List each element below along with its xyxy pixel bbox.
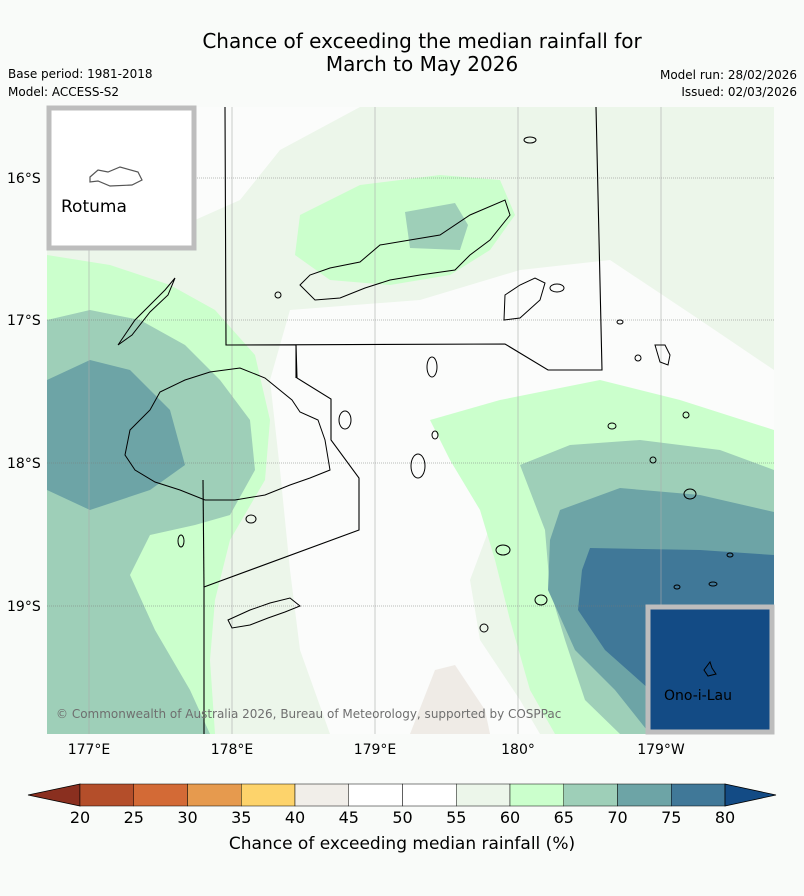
probability-band-north	[195, 107, 774, 240]
small-island	[634, 354, 642, 362]
colorbar-tick-label: 40	[284, 808, 306, 827]
small-island	[431, 430, 439, 440]
colorbar-tick-label: 55	[446, 808, 467, 827]
colorbar-tick-label: 50	[392, 808, 413, 827]
copyright-notice: © Commonwealth of Australia 2026, Bureau…	[56, 707, 562, 721]
kabara-island	[479, 623, 489, 633]
koro-island	[426, 356, 438, 378]
small-island	[616, 319, 624, 325]
coastlines	[117, 136, 734, 633]
colorbar-segment	[187, 783, 242, 807]
vanua-levu-island	[299, 199, 511, 301]
northern-reef	[523, 136, 537, 144]
model-name: Model: ACCESS-S2	[8, 85, 120, 99]
colorbar-extend-high	[724, 783, 777, 807]
colorbar-segment	[402, 783, 457, 807]
probability-band-45-50	[410, 665, 490, 734]
map-title: Chance of exceeding the median rainfall …	[0, 30, 804, 76]
small-island	[682, 411, 690, 419]
colorbar-tick-label: 35	[231, 808, 252, 827]
colorbar-segment	[241, 783, 296, 807]
colorbar-segment	[509, 783, 564, 807]
lon-label-178e: 178°E	[211, 742, 254, 758]
viti-levu-island	[124, 367, 331, 501]
colorbar-tick-label: 30	[177, 808, 198, 827]
base-period: Base period: 1981-2018	[8, 67, 153, 81]
lon-label-179e: 179°E	[354, 742, 397, 758]
colorbar-segment	[79, 783, 134, 807]
lon-label-180: 180°	[501, 742, 535, 758]
small-island	[726, 552, 734, 558]
fulaga-island	[683, 488, 697, 500]
totoya-island	[495, 544, 511, 556]
title-line-2: March to May 2026	[325, 52, 519, 76]
rotuma-island-outline	[89, 166, 143, 187]
vatulele-island	[177, 534, 185, 548]
rotuma-label: Rotuma	[61, 197, 127, 217]
qamea-island	[549, 283, 565, 293]
division-boundaries	[202, 107, 603, 734]
colorbar-tick-label: 60	[499, 808, 521, 827]
colorbar-segment	[348, 783, 403, 807]
lat-label-16s: 16°S	[7, 171, 41, 187]
colorbar-tick-label: 25	[123, 808, 144, 827]
colorbar-segment	[294, 783, 349, 807]
lat-label-17s: 17°S	[7, 313, 41, 329]
issued-date: Issued: 02/03/2026	[681, 85, 797, 99]
probability-band-50-55-north	[195, 107, 360, 220]
colorbar-segment	[133, 783, 188, 807]
lakeba-island	[654, 344, 671, 366]
ono-i-lau-island-outline	[703, 660, 717, 677]
ono-i-lau-label: Ono-i-Lau	[664, 688, 732, 704]
lon-label-179w: 179°W	[637, 742, 685, 758]
rotuma-inset	[46, 105, 197, 251]
moala-island	[410, 453, 426, 479]
small-island	[673, 584, 681, 590]
lat-label-19s: 19°S	[7, 599, 41, 615]
lon-label-177e: 177°E	[68, 742, 111, 758]
colorbar-tick-label: 70	[607, 808, 628, 827]
lat-label-18s: 18°S	[7, 456, 41, 472]
probability-band-70-75-west	[47, 360, 185, 510]
latitude-labels: 16°S 17°S 18°S 19°S	[7, 171, 41, 615]
beqa-island	[245, 514, 257, 524]
ovalau-island	[338, 410, 352, 430]
taveuni-island	[503, 277, 546, 321]
probability-band-60-65-north	[295, 175, 515, 285]
colorbar-tick-label: 65	[553, 808, 574, 827]
colorbar	[27, 783, 777, 807]
small-island	[274, 291, 282, 299]
title-line-1: Chance of exceeding the median rainfall …	[202, 29, 642, 53]
colorbar-extend-low	[27, 783, 81, 807]
colorbar-tick-label: 75	[661, 808, 682, 827]
kadavu-island	[227, 597, 301, 629]
colorbar-label: Chance of exceeding median rainfall (%)	[228, 834, 576, 854]
colorbar-tick-label: 80	[714, 808, 736, 827]
ono-i-lau-inset	[645, 604, 775, 735]
colorbar-segment	[456, 783, 511, 807]
small-island	[708, 581, 718, 587]
small-island	[607, 422, 617, 430]
colorbar-segment	[563, 783, 618, 807]
colorbar-segment	[671, 783, 726, 807]
matuku-island	[534, 594, 548, 606]
colorbar-tick-label: 20	[69, 808, 91, 827]
colorbar-segment	[617, 783, 672, 807]
model-run: Model run: 28/02/2026	[659, 68, 797, 82]
probability-band-50-55	[270, 260, 774, 734]
small-island	[649, 456, 657, 464]
longitude-labels: 177°E 178°E 179°E 180° 179°W	[68, 742, 685, 758]
yasawa-islands	[117, 277, 176, 346]
colorbar-tick-label: 45	[338, 808, 359, 827]
